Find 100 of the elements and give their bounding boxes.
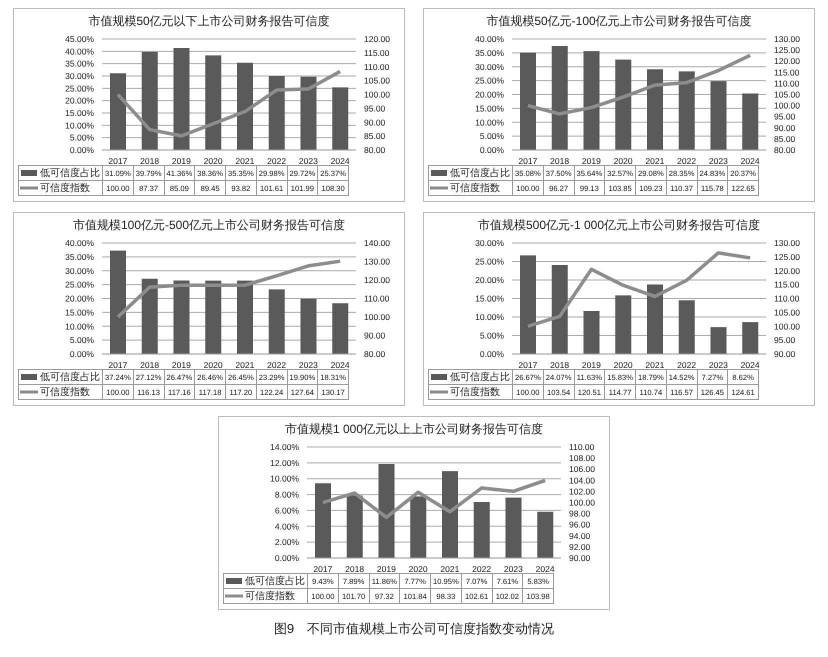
line-series — [321, 478, 547, 520]
y-tick-label: 15.00% — [475, 294, 504, 304]
y2-tick-label: 90.00 — [364, 117, 386, 128]
y-tick-label: 25.00% — [65, 280, 94, 290]
y-tick-label: 12.00% — [270, 458, 300, 468]
y-tick-label: 35.00% — [65, 58, 94, 69]
bar — [742, 93, 758, 150]
y2-tick-label: 90.00 — [569, 553, 591, 564]
bar — [442, 471, 458, 558]
x-tick-label: 2017 — [518, 156, 538, 166]
y2-tick-label: 130.00 — [774, 238, 800, 248]
x-tick-label: 2017 — [108, 360, 128, 370]
y2-tick-label: 115.00 — [774, 280, 800, 290]
x-tick-label: 2022 — [472, 564, 492, 574]
y2-tick-label: 110.00 — [569, 442, 595, 452]
y-tick-label: 4.00% — [274, 521, 300, 532]
y2-tick-label: 125.00 — [774, 252, 800, 262]
y2-tick-label: 85.00 — [774, 134, 796, 144]
chart-title: 市值规模50亿元-100亿元上市公司财务报告可信度 — [485, 13, 753, 30]
x-tick-label: 2017 — [108, 156, 128, 166]
y2-tick-label: 85.00 — [364, 131, 386, 142]
bar — [552, 264, 568, 354]
bar — [678, 300, 695, 354]
x-tick-label: 2017 — [518, 360, 538, 370]
y-tick-label: 25.00% — [65, 83, 94, 94]
y-tick-label: 30.00% — [65, 71, 94, 82]
bar — [315, 483, 331, 558]
legend-label: 低可信度占比 — [430, 370, 511, 384]
y2-tick-label: 105.00 — [774, 307, 800, 318]
y2-tick-label: 115.00 — [364, 48, 390, 58]
y-tick-label: 45.00% — [65, 34, 94, 44]
bar — [742, 322, 758, 354]
x-tick-label: 2023 — [298, 360, 318, 370]
legend-label: 低可信度占比 — [20, 166, 101, 180]
x-tick-label: 2022 — [677, 360, 696, 370]
y2-tick-label: 95.00 — [364, 103, 386, 114]
bar — [332, 87, 348, 150]
y2-tick-label: 98.00 — [569, 508, 591, 519]
bar — [142, 52, 158, 150]
x-tick-label: 2024 — [740, 156, 760, 166]
bar — [300, 298, 316, 354]
y-tick-label: 40.00% — [65, 46, 94, 56]
y2-tick-label: 110.00 — [774, 294, 800, 304]
y2-tick-label: 80.00 — [364, 349, 386, 360]
y2-tick-label: 120.00 — [774, 56, 800, 66]
y2-tick-label: 120.00 — [364, 34, 390, 44]
legend-label: 可信度指数 — [225, 589, 306, 603]
y2-tick-label: 120.00 — [774, 266, 800, 276]
y-tick-label: 10.00% — [475, 117, 504, 128]
y-tick-label: 15.00% — [65, 307, 94, 318]
y2-tick-label: 80.00 — [774, 145, 796, 156]
y2-tick-label: 115.00 — [774, 67, 800, 78]
y2-tick-label: 100.00 — [774, 100, 800, 111]
x-tick-label: 2019 — [582, 156, 602, 166]
y2-tick-label: 94.00 — [569, 530, 591, 541]
x-tick-label: 2021 — [440, 564, 460, 574]
legend-label: 可信度指数 — [20, 385, 101, 399]
x-tick-label: 2022 — [267, 360, 286, 370]
x-tick-label: 2021 — [645, 156, 665, 166]
y-tick-label: 0.00% — [70, 349, 94, 360]
bar — [647, 284, 663, 354]
y-tick-label: 6.00% — [274, 505, 300, 516]
y-tick-label: 20.00% — [65, 294, 94, 304]
y-tick-label: 40.00% — [65, 238, 94, 248]
y-tick-label: 20.00% — [475, 275, 504, 286]
line-series — [116, 70, 342, 138]
legend-label: 可信度指数 — [430, 385, 511, 399]
y-tick-label: 20.00% — [475, 90, 504, 100]
x-tick-label: 2021 — [235, 156, 255, 166]
y2-tick-label: 120.00 — [364, 275, 390, 286]
y-tick-label: 30.00% — [475, 238, 504, 248]
chart-title: 市值规模100亿元-500亿元上市公司财务报告可信度 — [72, 217, 346, 234]
bar — [205, 55, 222, 150]
x-tick-label: 2020 — [614, 156, 633, 166]
y-tick-label: 40.00% — [475, 34, 504, 44]
y2-tick-label: 125.00 — [774, 45, 800, 56]
y2-tick-label: 105.00 — [774, 90, 800, 100]
y2-tick-label: 110.00 — [774, 78, 800, 88]
x-tick-label: 2020 — [204, 360, 223, 370]
bar — [520, 52, 536, 150]
y2-tick-label: 100.00 — [364, 312, 390, 322]
y2-tick-label: 105.00 — [364, 76, 390, 86]
bar — [332, 303, 348, 354]
y-tick-label: 35.00% — [475, 48, 504, 58]
bar — [584, 310, 600, 354]
y-tick-label: 5.00% — [480, 131, 504, 142]
line-series — [526, 251, 752, 328]
x-tick-label: 2019 — [582, 360, 602, 370]
x-tick-label: 2023 — [708, 156, 728, 166]
line-series — [526, 54, 752, 116]
y-tick-label: 10.00% — [65, 321, 94, 332]
y-tick-label: 30.00% — [65, 266, 94, 276]
y2-tick-label: 130.00 — [364, 256, 390, 267]
bar — [142, 278, 158, 354]
x-tick-label: 2019 — [172, 156, 192, 166]
x-tick-label: 2021 — [645, 360, 665, 370]
x-tick-label: 2018 — [550, 156, 570, 166]
y2-tick-label: 96.00 — [569, 520, 591, 530]
x-tick-label: 2023 — [298, 156, 318, 166]
y-tick-label: 10.00% — [65, 120, 94, 130]
